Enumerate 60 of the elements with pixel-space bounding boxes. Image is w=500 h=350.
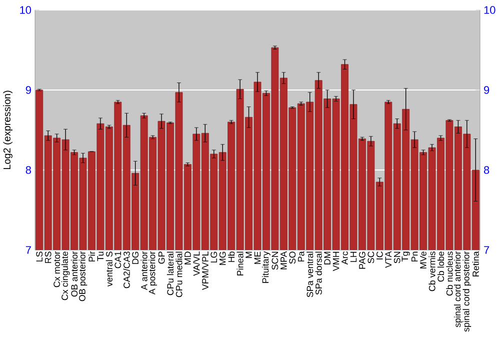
x-tick-label: LG (210, 252, 218, 262)
x-tick-label: DM (324, 252, 330, 264)
x-tick-label: ventral S (106, 252, 112, 287)
x-tick-label: VMH (332, 252, 340, 272)
x-tick-label: VPM/VPL (202, 251, 208, 290)
x-tick-label: SC (368, 252, 374, 264)
x-tick-label: A anterior (140, 251, 148, 290)
x-tick-label: VA/VL (193, 251, 200, 276)
x-tick-label: Cx motor (54, 251, 60, 288)
x-tick-label: Pituitary (262, 251, 270, 283)
x-tick-label: Cb vermis (428, 252, 436, 292)
x-tick-label: MG (219, 252, 226, 265)
x-tick-label: CA2/CA3 (123, 252, 130, 288)
x-tick-label: Retina (472, 251, 479, 276)
x-tick-label: SO (289, 252, 296, 264)
x-tick-label: SPa ventral (306, 252, 314, 298)
x-tick-label: Tg (402, 252, 410, 262)
y2-tick-label: 10 (484, 6, 496, 14)
x-tick-label: CPu lateral (166, 252, 174, 296)
x-tick-label: OB anterior (70, 251, 78, 297)
x-tick-label: Pa (298, 251, 304, 262)
x-tick-label: Arc (342, 251, 348, 265)
x-tick-label: Cb lobe (437, 252, 444, 282)
x-tick-label: LH (350, 252, 357, 262)
y-tick-label: 9 (26, 86, 31, 94)
x-tick-label: RS (44, 252, 52, 263)
x-tick-label: Cx cingulate (61, 252, 70, 300)
y2-tick-label: 9 (484, 86, 490, 94)
x-tick-label: M (246, 252, 252, 258)
y-tick-label: 10 (20, 6, 32, 14)
x-tick-label: OB posterior (78, 251, 88, 302)
x-tick-label: SPa dorsal (315, 252, 322, 295)
x-tick-label: PAG (359, 252, 366, 269)
x-tick-label: MVe (420, 252, 426, 268)
x-tick-label: CA1 (114, 252, 122, 268)
x-tick-label: Pineal (236, 252, 244, 276)
x-tick-label: Cb nucleus (446, 252, 453, 296)
x-tick-label: ME (254, 252, 261, 264)
y-tick-label: 7 (26, 246, 31, 254)
x-tick-label: Tu (97, 252, 104, 262)
y-tick-label: 8 (26, 166, 31, 174)
x-tick-label: GP (158, 252, 165, 264)
x-tick-label: CPu medial (176, 252, 182, 298)
x-tick-label: SN (394, 252, 400, 264)
x-tick-label: LS (36, 252, 43, 262)
x-tick-label: A posterior (148, 251, 157, 295)
x-tick-label: DG (132, 252, 139, 264)
x-tick-label: SCN (272, 252, 278, 270)
x-tick-label: MD (184, 252, 191, 264)
y2-tick-label: 8 (484, 166, 490, 174)
x-tick-label: spinal cord posterior (462, 251, 472, 332)
y-axis-title: Log2 (expression) (3, 90, 12, 170)
x-tick-label: MPA (280, 251, 287, 270)
x-tick-label: IC (376, 252, 383, 260)
x-tick-label: spinal cord anterior (454, 251, 462, 328)
y2-tick-label: 7 (484, 246, 490, 254)
x-tick-label: Pir (88, 251, 95, 262)
x-tick-label: Pn (411, 252, 418, 262)
x-tick-label: VTA (385, 251, 392, 268)
x-tick-label: Hb (228, 252, 235, 262)
